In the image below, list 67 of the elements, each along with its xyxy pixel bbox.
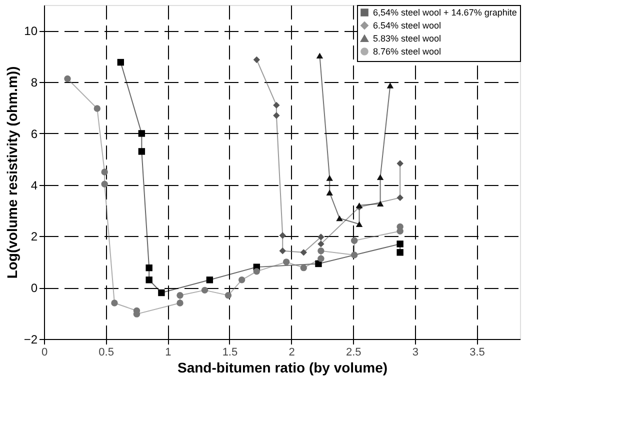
point <box>396 160 404 167</box>
point <box>206 276 214 284</box>
point <box>336 215 343 222</box>
point <box>117 58 124 66</box>
point <box>350 252 358 258</box>
y-axis-title: Log(volume resistivity (ohm.m)) <box>4 66 20 279</box>
y-tick-label: 4 <box>30 178 38 192</box>
point <box>318 240 324 248</box>
point <box>146 276 152 284</box>
point <box>386 82 394 88</box>
point <box>318 255 324 262</box>
point <box>356 221 363 228</box>
point <box>326 190 333 196</box>
point <box>273 112 280 119</box>
point <box>111 300 118 306</box>
x-tick-label: 2 <box>288 346 295 358</box>
x-tick-label: 3 <box>412 346 418 358</box>
x-tick-label: 2.5 <box>346 346 362 358</box>
point <box>396 240 404 248</box>
point <box>316 52 324 59</box>
point <box>318 248 324 254</box>
point <box>350 237 358 244</box>
point <box>176 300 184 306</box>
point <box>158 289 165 296</box>
point <box>138 148 146 155</box>
point <box>356 202 363 208</box>
point <box>101 180 108 188</box>
point <box>176 292 184 299</box>
point <box>376 200 384 207</box>
point <box>396 194 404 202</box>
point <box>253 268 260 275</box>
point <box>318 234 324 240</box>
point <box>146 264 152 272</box>
point <box>326 175 333 181</box>
y-tick-label: 8 <box>30 76 38 90</box>
point <box>300 264 307 272</box>
x-tick-label: 0 <box>41 346 48 358</box>
point <box>201 286 208 294</box>
x-tick-label: 0.5 <box>98 346 114 358</box>
x-axis-title: Sand-bitumen ratio (by volume) <box>177 360 388 376</box>
y-tick-label: 2 <box>30 230 38 244</box>
point <box>282 258 290 266</box>
point <box>279 232 286 239</box>
legend-label: 5.83% steel wool <box>373 34 442 44</box>
y-tick-label: 0 <box>30 281 38 296</box>
legend-label: 6,54% steel wool + 14.67% graphite <box>373 8 517 18</box>
point <box>273 102 280 109</box>
legend-label: 8.76% steel wool <box>373 46 442 56</box>
x-tick-label: 3.5 <box>470 346 485 358</box>
point <box>94 105 101 112</box>
point <box>238 276 246 284</box>
point <box>315 260 322 268</box>
x-tick-label: 1.5 <box>222 346 238 358</box>
point <box>101 168 108 176</box>
y-tick-label: −2 <box>24 332 38 346</box>
point <box>138 130 146 137</box>
point <box>376 174 384 180</box>
point <box>64 75 71 82</box>
point <box>396 249 404 256</box>
x-tick-label: 1 <box>165 346 172 358</box>
point <box>224 292 232 299</box>
y-tick-label: 10 <box>24 24 38 38</box>
legend-label: 6.54% steel wool <box>373 20 442 30</box>
point <box>279 248 286 254</box>
y-tick-label: 6 <box>30 126 38 141</box>
point <box>300 249 307 256</box>
point <box>253 56 260 64</box>
